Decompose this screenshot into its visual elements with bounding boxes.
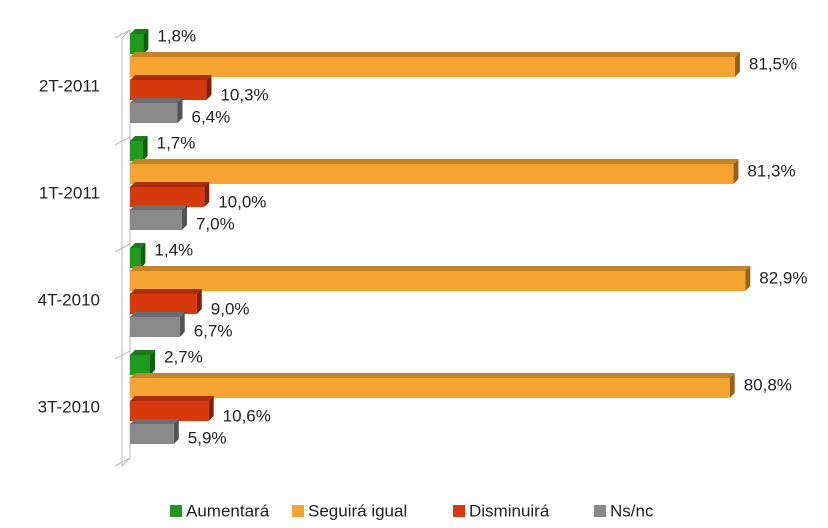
data-label: 5,9% <box>188 428 227 447</box>
bar <box>130 355 151 375</box>
bar <box>130 34 144 54</box>
bar <box>130 424 174 444</box>
data-label: 80,8% <box>744 375 792 394</box>
bar-top <box>130 396 214 401</box>
y-tick-label: 2T-2011 <box>39 76 100 95</box>
bar-top <box>130 75 212 80</box>
bar-top <box>130 52 740 57</box>
bar-side <box>208 396 214 421</box>
bar-top <box>130 243 146 248</box>
bar-top <box>130 98 183 103</box>
bar-side <box>734 52 740 77</box>
bar-top <box>130 29 149 34</box>
bar-side <box>173 419 179 444</box>
bar <box>130 210 182 230</box>
bar-side <box>729 373 735 398</box>
bar <box>130 248 141 268</box>
bar-side <box>177 98 183 123</box>
legend-swatch <box>292 505 304 517</box>
axis-wall <box>114 28 131 468</box>
axis-tick <box>114 136 131 146</box>
bar-side <box>181 205 187 230</box>
bar <box>130 317 180 337</box>
bar-top <box>130 182 210 187</box>
bar <box>130 271 746 291</box>
axis-tick <box>114 350 131 360</box>
legend-label: Disminuirá <box>469 501 550 520</box>
bar <box>130 103 178 123</box>
bar <box>130 57 735 77</box>
bar <box>130 141 143 161</box>
bar-side <box>143 29 149 54</box>
data-label: 6,4% <box>192 107 231 126</box>
bar-side <box>196 289 202 314</box>
bar-side <box>745 266 751 291</box>
bar-side <box>204 182 210 207</box>
bar-top <box>130 205 187 210</box>
axis-tick <box>114 29 131 39</box>
legend-swatch <box>170 505 182 517</box>
bar <box>130 401 209 421</box>
y-tick-label: 4T-2010 <box>38 290 100 309</box>
y-tick-label: 3T-2010 <box>38 397 100 416</box>
bar <box>130 378 730 398</box>
bar-side <box>206 75 212 100</box>
data-label: 7,0% <box>196 214 235 233</box>
bar-side <box>179 312 185 337</box>
data-label: 1,8% <box>157 26 196 45</box>
bar-top <box>130 350 156 355</box>
legend-swatch <box>594 505 606 517</box>
data-label: 10,6% <box>223 406 271 425</box>
bar-top <box>130 312 185 317</box>
bar-top <box>130 419 179 424</box>
legend-label: Ns/nc <box>610 501 654 520</box>
bar <box>130 80 207 100</box>
data-label: 6,7% <box>194 321 233 340</box>
data-label: 1,7% <box>157 133 196 152</box>
axis-tick <box>114 243 131 253</box>
bar-side <box>733 159 739 184</box>
bar-side <box>142 136 148 161</box>
data-label: 81,5% <box>749 54 797 73</box>
bar-side <box>140 243 146 268</box>
bar-top <box>130 136 148 141</box>
legend-label: Seguirá igual <box>308 501 407 520</box>
data-label: 82,9% <box>759 268 807 287</box>
data-label: 10,3% <box>220 85 268 104</box>
data-label: 2,7% <box>164 347 203 366</box>
legend-label: Aumentará <box>186 501 270 520</box>
bar <box>130 164 734 184</box>
data-label: 9,0% <box>211 299 250 318</box>
bar-top <box>130 373 735 378</box>
data-label: 1,4% <box>154 240 193 259</box>
bar <box>130 187 205 207</box>
axis-tick <box>114 457 131 467</box>
legend-swatch <box>453 505 465 517</box>
bar-top <box>130 289 202 294</box>
data-label: 81,3% <box>747 161 795 180</box>
y-tick-label: 1T-2011 <box>39 183 100 202</box>
bar-top <box>130 266 751 271</box>
bar-side <box>150 350 156 375</box>
bar <box>130 294 197 314</box>
bar-top <box>130 159 739 164</box>
data-label: 10,0% <box>218 192 266 211</box>
